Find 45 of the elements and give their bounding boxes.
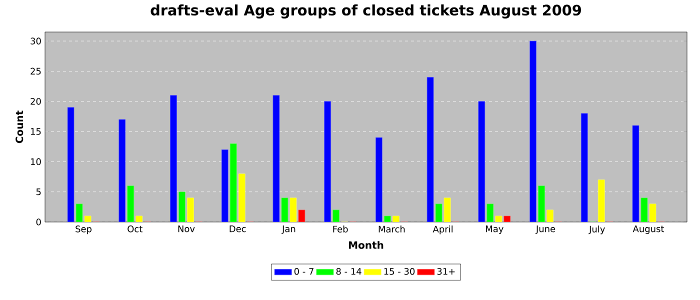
bar (426, 77, 434, 222)
legend-label: 0 - 7 (294, 268, 314, 275)
bar (178, 192, 186, 222)
bar (127, 186, 134, 222)
chart-title: drafts-eval Age groups of closed tickets August 2009 (150, 4, 581, 18)
x-tick-label: March (378, 226, 405, 232)
y-tick-label: 0 (36, 218, 41, 226)
bar (530, 40, 536, 222)
x-tick-label: Jan (282, 226, 296, 234)
legend-label: 15 - 30 (384, 268, 415, 275)
bar (118, 119, 126, 222)
bar (598, 180, 605, 222)
bar (538, 186, 545, 222)
legend-label: 31+ (437, 268, 455, 275)
x-tick-label: June (536, 226, 556, 234)
legend-label: 8 - 14 (336, 268, 362, 275)
x-tick-label: May (486, 226, 504, 234)
bar (478, 101, 486, 222)
bar (580, 113, 588, 222)
bar (221, 149, 228, 222)
bar (272, 95, 280, 222)
y-axis-title: Count (16, 110, 24, 144)
x-tick-label: August (632, 226, 664, 234)
x-tick-label: April (432, 226, 452, 234)
y-tick-label: 25 (30, 68, 41, 75)
bar (375, 137, 382, 222)
y-tick-label: 15 (31, 128, 41, 135)
bar (324, 101, 332, 222)
x-tick-label: Sep (76, 226, 92, 234)
x-tick-label: Dec (230, 226, 246, 232)
x-tick-label: July (588, 226, 605, 234)
x-tick-label: Oct (128, 226, 142, 232)
y-tick-label: 5 (36, 188, 41, 196)
x-tick-label: Nov (178, 226, 195, 232)
bar (632, 125, 640, 222)
bar (238, 174, 246, 222)
bar (187, 198, 194, 222)
bar (170, 95, 177, 222)
bar (67, 107, 74, 222)
y-tick-label: 30 (30, 38, 41, 44)
y-tick-label: 10 (31, 158, 41, 166)
y-tick-label: 20 (30, 98, 41, 105)
x-axis-title: Month (349, 241, 384, 249)
x-tick-label: Feb (333, 226, 348, 232)
bar (230, 143, 237, 222)
